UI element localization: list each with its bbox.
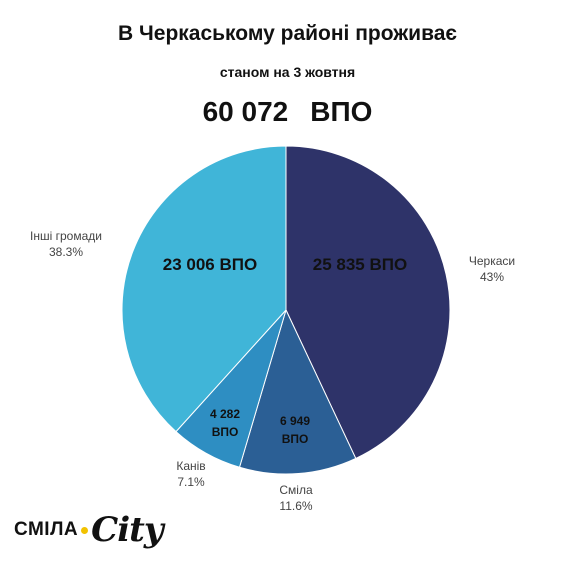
logo-text-smila: СМІЛА bbox=[14, 519, 79, 540]
pie-slice-1 bbox=[285, 145, 451, 460]
total-value: 60 072 bbox=[202, 96, 289, 127]
chart-title: В Черкаському районі проживає bbox=[118, 22, 457, 45]
slice-percent-label-4: 38.3% bbox=[49, 245, 83, 259]
slice-value-label-3: 4 282 ВПО bbox=[210, 407, 240, 439]
slice-category-label-1: Черкаси bbox=[469, 254, 515, 268]
smila-city-logo: СМІЛА City bbox=[14, 510, 164, 550]
total-unit: ВПО bbox=[310, 96, 373, 127]
total-count: 60 072 ВПО bbox=[0, 96, 575, 128]
slice-value-label-2: 6 949 ВПО bbox=[280, 414, 310, 446]
slice-category-label-3: Канів bbox=[176, 459, 205, 473]
slice-percent-label-3: 7.1% bbox=[177, 475, 205, 489]
pie-slice-4 bbox=[121, 145, 287, 433]
slice-category-label-4: Інші громади bbox=[30, 229, 102, 243]
chart-subtitle: станом на 3 жовтня bbox=[219, 64, 356, 80]
slice-value-label-1: 25 835 ВПО bbox=[313, 255, 407, 274]
slice-percent-label-1: 43% bbox=[480, 270, 504, 284]
slice-value-label-4: 23 006 ВПО bbox=[163, 255, 257, 274]
logo-text-city: City bbox=[91, 510, 163, 550]
slice-percent-label-2: 11.6% bbox=[279, 499, 312, 513]
pie-slice-2 bbox=[238, 308, 357, 475]
logo-dot bbox=[81, 526, 89, 534]
slice-category-label-2: Сміла bbox=[279, 483, 313, 497]
